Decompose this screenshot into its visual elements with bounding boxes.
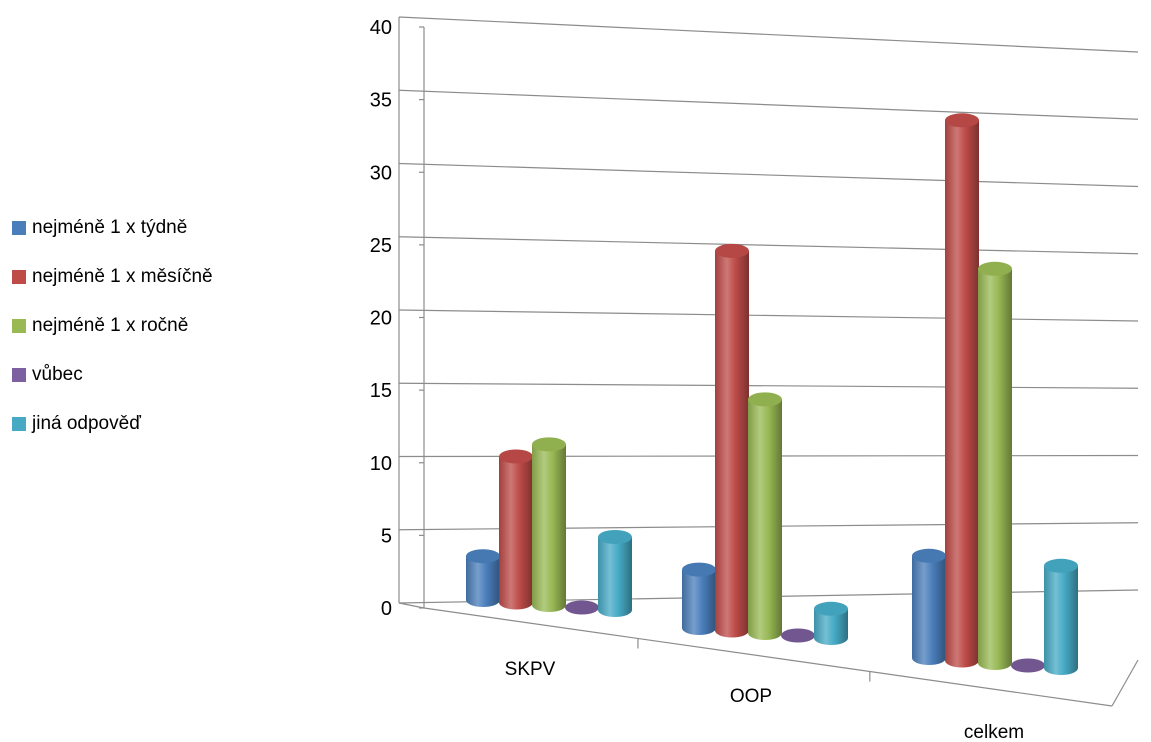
gridline: [398, 89, 1139, 120]
legend-label: nejméně 1 x měsíčně: [32, 265, 213, 287]
bar-top: [715, 243, 749, 258]
bar-body: [748, 399, 782, 640]
bar-top: [466, 549, 500, 564]
bar-top: [1044, 558, 1078, 573]
bar-body: [1044, 565, 1078, 675]
bar-top: [598, 530, 632, 544]
bar: [499, 449, 533, 610]
bar-top: [978, 261, 1012, 276]
bar: [532, 437, 566, 612]
legend-swatch: [12, 220, 26, 235]
bar: [945, 113, 979, 668]
y-tick-label: 30: [370, 162, 392, 184]
bar-top: [781, 628, 815, 643]
bar: [814, 601, 848, 645]
y-tick-label: 10: [370, 453, 392, 475]
bar-body: [715, 250, 749, 638]
y-tick-label: 15: [370, 380, 392, 402]
legend-item: nejméně 1 x týdně: [12, 203, 213, 252]
bar-top: [499, 449, 533, 464]
bar: [978, 261, 1012, 670]
bars: [466, 113, 1078, 675]
x-axis-line: [423, 607, 1113, 707]
bar-top: [945, 113, 979, 128]
bar-body: [466, 556, 500, 607]
bar: [1011, 658, 1045, 673]
gridline: [398, 382, 1139, 389]
x-tick-label: OOP: [730, 686, 772, 707]
bar-body: [945, 120, 979, 668]
bar-top: [532, 437, 566, 452]
bar-body: [978, 268, 1012, 670]
y-tick-label: 20: [370, 308, 392, 330]
legend-label: nejméně 1 x týdně: [32, 216, 188, 238]
bar: [1044, 558, 1078, 675]
bar-top: [748, 392, 782, 407]
x-tick-label: celkem: [964, 722, 1024, 742]
y-tick-label: 25: [370, 235, 392, 257]
gridline: [398, 236, 1139, 255]
bar-body: [682, 569, 716, 635]
bar-top: [814, 601, 848, 616]
legend-label: jiná odpověď: [32, 412, 141, 434]
side-floor-edge: [398, 602, 425, 609]
legend: nejméně 1 x týdně nejméně 1 x měsíčně ne…: [12, 203, 213, 448]
bar: [781, 628, 815, 643]
legend-item: nejméně 1 x měsíčně: [12, 252, 213, 301]
bar-body: [598, 537, 632, 617]
y-tick-label: 0: [381, 598, 392, 620]
bar: [912, 548, 946, 665]
gridline: [398, 309, 1139, 322]
y-tick-label: 40: [370, 17, 392, 39]
bar: [682, 562, 716, 635]
bar: [466, 549, 500, 607]
legend-swatch: [12, 318, 26, 333]
legend-item: jiná odpověď: [12, 399, 213, 448]
bar-body: [532, 444, 566, 612]
y-tick-label: 35: [370, 90, 392, 112]
bar-top: [912, 548, 946, 563]
gridline: [398, 162, 1139, 188]
legend-label: nejméně 1 x ročně: [32, 314, 189, 336]
bar-body: [912, 555, 946, 665]
floor-right-edge: [1111, 659, 1139, 707]
bar-body: [814, 608, 848, 645]
y-tick-label: 5: [381, 525, 392, 547]
x-tick-label: SKPV: [505, 659, 556, 680]
bar: [715, 243, 749, 638]
legend-swatch: [12, 416, 26, 431]
bar: [565, 600, 599, 615]
legend-item: nejméně 1 x ročně: [12, 301, 213, 350]
bar-top: [682, 562, 716, 577]
gridline: [398, 16, 1139, 53]
legend-label: vůbec: [32, 363, 83, 385]
legend-swatch: [12, 269, 26, 284]
bar-body: [499, 456, 533, 610]
bar-top: [565, 600, 599, 615]
legend-swatch: [12, 367, 26, 382]
bar: [748, 392, 782, 640]
legend-item: vůbec: [12, 350, 213, 399]
bar-top: [1011, 658, 1045, 673]
bar: [598, 530, 632, 617]
